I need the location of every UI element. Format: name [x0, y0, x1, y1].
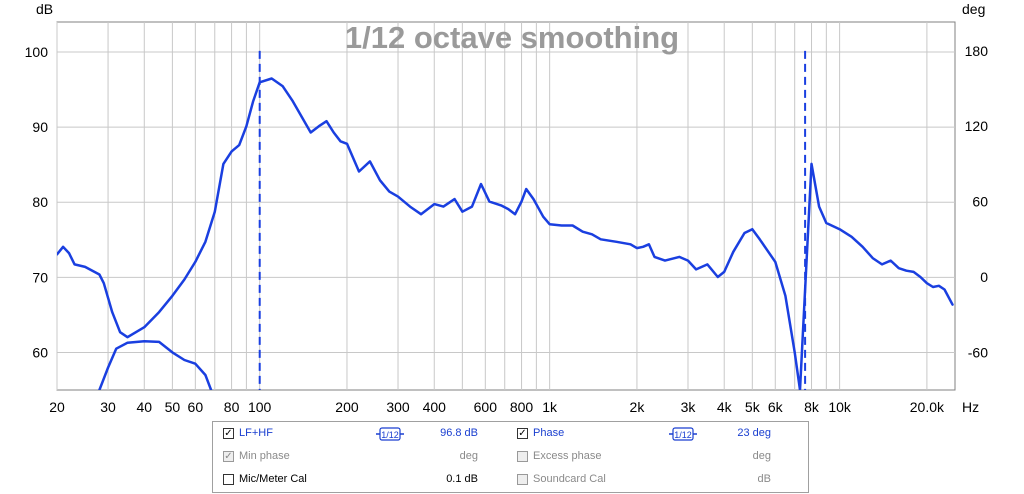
frequency-response-chart: 20 30 40 50 60 80 100 200 300 400 600 800 1k 2k 3k 4k 5k…: [25, 1, 989, 415]
y-left-tick-labels: 60 70 80 90 100: [25, 44, 49, 360]
soundcard-cal-value: dB: [757, 473, 771, 485]
soundcard-cal-label: Soundcard Cal: [533, 473, 606, 485]
lfhf-label: LF+HF: [239, 427, 273, 439]
min-phase-checkbox[interactable]: ✓: [223, 451, 234, 462]
y-right-tick-label: 0: [980, 269, 988, 285]
y-left-tick-label: 100: [25, 44, 49, 60]
excess-phase-value: deg: [752, 450, 771, 462]
x-tick-label: 4k: [717, 399, 733, 415]
x-tick-label: 10k: [828, 399, 852, 415]
x-tick-label: 200: [335, 399, 359, 415]
legend-row-cal: Mic/Meter Cal 0.1 dB Soundcard Cal dB: [213, 469, 808, 491]
x-tick-label: 80: [224, 399, 240, 415]
y-left-axis-label: dB: [36, 1, 53, 17]
x-tick-label: 40: [136, 399, 152, 415]
min-phase-label: Min phase: [239, 450, 290, 462]
x-tick-label: 30: [100, 399, 116, 415]
chart-title: 1/12 octave smoothing: [345, 20, 679, 55]
x-tick-label: 8k: [804, 399, 820, 415]
series-lines: [57, 50, 954, 390]
lfhf-smoothing-button[interactable]: 1/12: [375, 427, 405, 441]
soundcard-cal-checkbox[interactable]: [517, 474, 528, 485]
svg-text:1/12: 1/12: [674, 430, 692, 440]
phase-checkbox[interactable]: ✓: [517, 428, 528, 439]
x-tick-label: 5k: [745, 399, 761, 415]
x-tick-label: 800: [510, 399, 534, 415]
x-tick-label: 400: [423, 399, 447, 415]
y-right-tick-labels: -60 0 60 120 180: [965, 43, 989, 360]
x-tick-label: 20.0k: [910, 399, 945, 415]
x-tick-label: 20: [49, 399, 65, 415]
lfhf-value: 96.8 dB: [440, 427, 478, 439]
x-tick-label: 3k: [681, 399, 697, 415]
mic-meter-cal-checkbox[interactable]: [223, 474, 234, 485]
plot-area: [56, 21, 956, 391]
phase-smoothing-button[interactable]: 1/12: [668, 427, 698, 441]
x-tick-label: 6k: [768, 399, 784, 415]
lfhf-checkbox[interactable]: ✓: [223, 428, 234, 439]
x-unit-label: Hz: [962, 399, 979, 415]
y-right-tick-label: 180: [965, 43, 989, 59]
legend-panel: ✓ LF+HF 1/12 96.8 dB ✓ Phase 1/12 23 deg…: [212, 421, 809, 493]
phase-value: 23 deg: [737, 427, 771, 439]
x-tick-labels: 20 30 40 50 60 80 100 200 300 400 600 800 1k 2k 3k 4k 5k…: [49, 399, 945, 415]
y-right-tick-label: -60: [968, 344, 988, 360]
y-right-tick-label: 120: [965, 118, 989, 134]
y-right-tick-label: 60: [972, 194, 988, 210]
min-phase-value: deg: [459, 450, 478, 462]
y-left-tick-label: 70: [32, 269, 48, 285]
legend-row-lfhf: ✓ LF+HF 1/12 96.8 dB ✓ Phase 1/12 23 deg: [213, 423, 808, 445]
series-line-0: [98, 339, 213, 390]
mic-meter-cal-label: Mic/Meter Cal: [239, 473, 307, 485]
y-left-tick-label: 80: [32, 194, 48, 210]
x-tick-label: 1k: [542, 399, 558, 415]
x-tick-label: 50: [165, 399, 181, 415]
x-tick-label: 300: [386, 399, 410, 415]
x-tick-label: 60: [188, 399, 204, 415]
excess-phase-checkbox[interactable]: [517, 451, 528, 462]
mic-meter-cal-value: 0.1 dB: [446, 473, 478, 485]
x-tick-label: 600: [474, 399, 498, 415]
y-right-axis-label: deg: [962, 1, 985, 17]
x-tick-label: 2k: [630, 399, 646, 415]
legend-row-minphase: ✓ Min phase deg Excess phase deg: [213, 446, 808, 468]
phase-label: Phase: [533, 427, 565, 439]
series-line-1: [57, 77, 954, 390]
y-left-tick-label: 90: [32, 119, 48, 135]
excess-phase-label: Excess phase: [533, 450, 602, 462]
svg-text:1/12: 1/12: [381, 430, 399, 440]
x-tick-label: 100: [248, 399, 272, 415]
y-left-tick-label: 60: [32, 344, 48, 360]
